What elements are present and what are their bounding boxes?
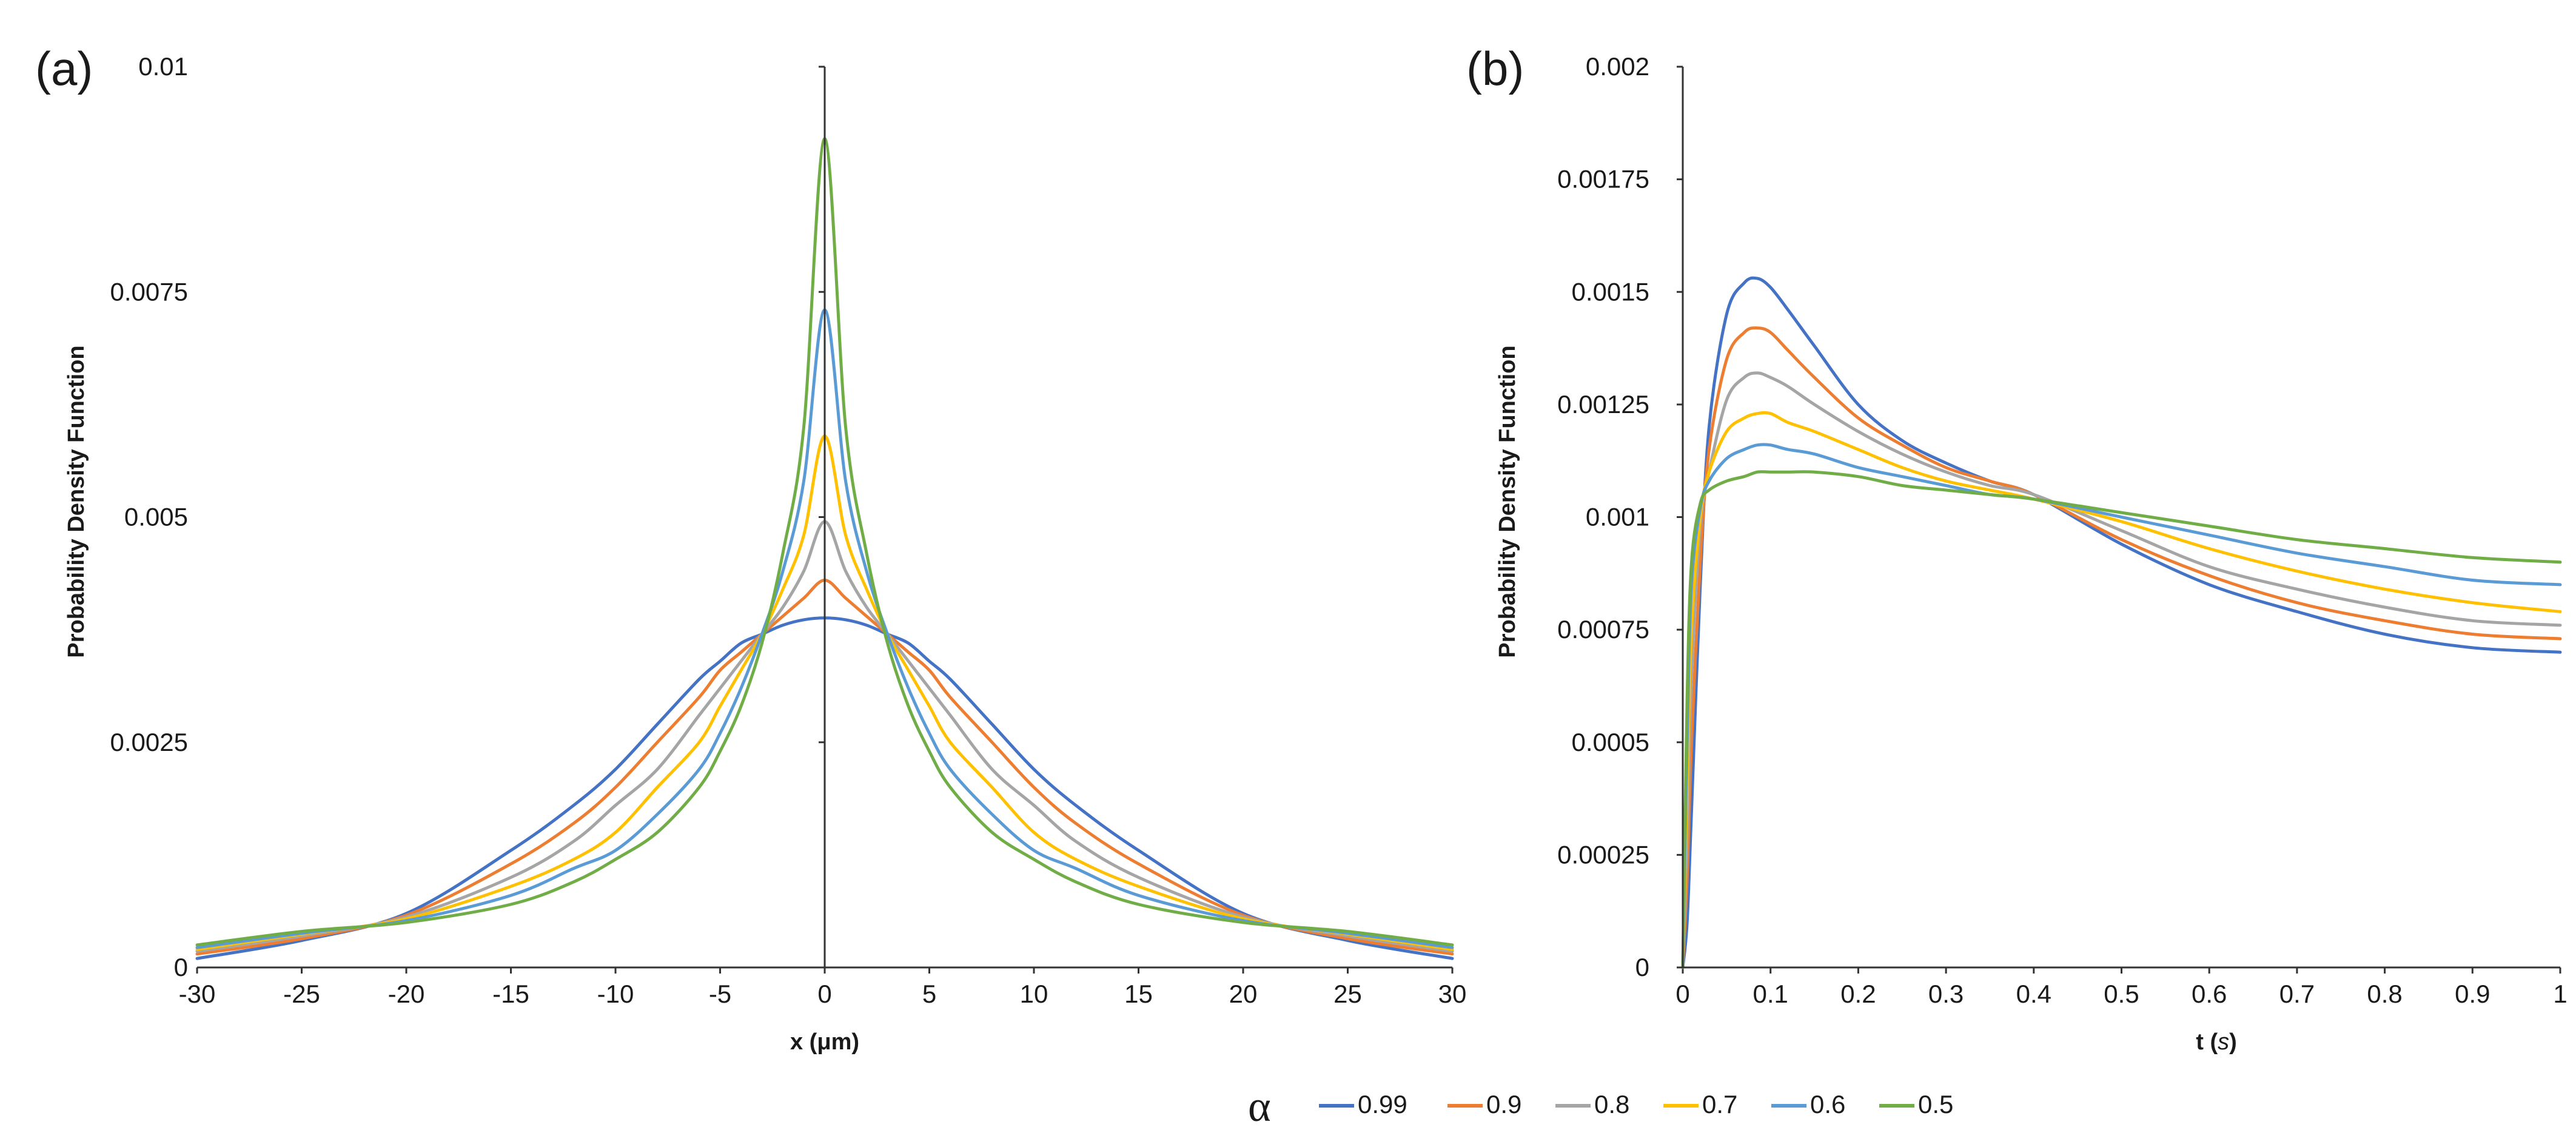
panel-a-ylabel: Probability Density Function [64,345,89,658]
panel-a-ytick-label: 0.01 [138,52,188,81]
panel-b-xtick-label: 0.7 [2279,980,2315,1008]
panel-a-ytick-label: 0 [174,953,188,981]
panel-b-ytick-label: 0.0005 [1572,728,1649,756]
panel-a-xtick-label: -10 [597,980,634,1008]
panel-b-plot: 0 0.00025 0.0005 0.00075 0.001 0.00125 0.0015 0… [1557,52,2568,1008]
panel-b-xtick-label: 0 [1675,980,1689,1008]
legend-label-0_5: 0.5 [1918,1090,1953,1118]
panel-a-ytick-label: 0.005 [124,503,188,531]
panel-a-label: (a) [35,42,93,95]
panel-b-label: (b) [1466,42,1524,95]
panel-b-xlabel: t (s) [2196,1029,2237,1055]
panel-b-xtick-label: 0.1 [1753,980,1788,1008]
panel-a-xtick-label: 5 [922,980,936,1008]
panel-a-xtick-label: 15 [1124,980,1153,1008]
panel-b-xtick-label: 0.4 [2016,980,2051,1008]
panel-a-xtick-label: 0 [817,980,831,1008]
panel-b-ytick-label: 0.00125 [1557,390,1649,419]
panel-b-xtick-label: 0.2 [1840,980,1876,1008]
panel-a-xtick-label: 20 [1229,980,1258,1008]
panel-a-ytick-label: 0.0075 [110,277,188,306]
legend-label-0_6: 0.6 [1810,1090,1845,1118]
panel-a-xtick-label: 30 [1438,980,1467,1008]
panel-a-xtick-label: -20 [388,980,425,1008]
panel-b-ytick-label: 0 [1635,953,1649,981]
legend-label-0_9: 0.9 [1486,1090,1521,1118]
panel-b-ytick-label: 0.001 [1586,503,1649,531]
panel-b-xtick-label: 0.3 [1928,980,1964,1008]
panel-b-ytick-label: 0.002 [1586,52,1649,81]
panel-a-xtick-label: -30 [179,980,216,1008]
legend-label-0_99: 0.99 [1358,1090,1407,1118]
panel-b-xtick-label: 1 [2553,980,2567,1008]
panel-b-series-0_5-line [1681,470,2562,969]
panel-b-xlabel-end: ) [2229,1029,2237,1055]
panel-b-ytick-label: 0.00075 [1557,615,1649,644]
panel-b-ylabel: Probability Density Function [1495,345,1520,658]
legend-label-0_7: 0.7 [1702,1090,1737,1118]
panel-b-series-0_7-line [1681,411,2562,969]
legend-label-0_8: 0.8 [1594,1090,1629,1118]
panel-b-series-0_8-line [1681,371,2562,969]
panel-b-xtick-label: 0.6 [2192,980,2227,1008]
panel-b-ytick-label: 0.00025 [1557,840,1649,869]
panel-a-xtick-label: 10 [1020,980,1048,1008]
legend: α 0.99 0.9 0.8 0.7 0.6 0.5 [1248,1082,1953,1131]
panel-b-xtick-label: 0.8 [2367,980,2402,1008]
panel-b-series-0_99-line [1681,276,2562,969]
legend-alpha-symbol: α [1248,1082,1271,1131]
panel-b-series-0_9-line [1681,326,2562,969]
panel-b-xtick-label: 0.5 [2104,980,2139,1008]
panel-a-xtick-label: -5 [709,980,731,1008]
panel-b-series-0_6-line [1681,443,2562,969]
panel-b-ytick-label: 0.0015 [1572,277,1649,306]
panel-a-xtick-label: 25 [1333,980,1362,1008]
panel-a-plot: 0 0.0025 0.005 0.0075 0.01 -30 -25 -20 -15 -10 -5 0… [110,52,1467,1008]
panel-b-ytick-label: 0.00175 [1557,165,1649,193]
panel-b-xtick-label: 0.9 [2455,980,2490,1008]
panel-a-ytick-label: 0.0025 [110,728,188,756]
panel-a-xtick-label: -25 [283,980,320,1008]
panel-a-xtick-label: -15 [492,980,529,1008]
panel-b-xlabel-unit: s [2218,1029,2229,1055]
panel-a-xlabel: x (μm) [790,1029,859,1055]
panel-b-xlabel-start: t ( [2196,1029,2218,1055]
